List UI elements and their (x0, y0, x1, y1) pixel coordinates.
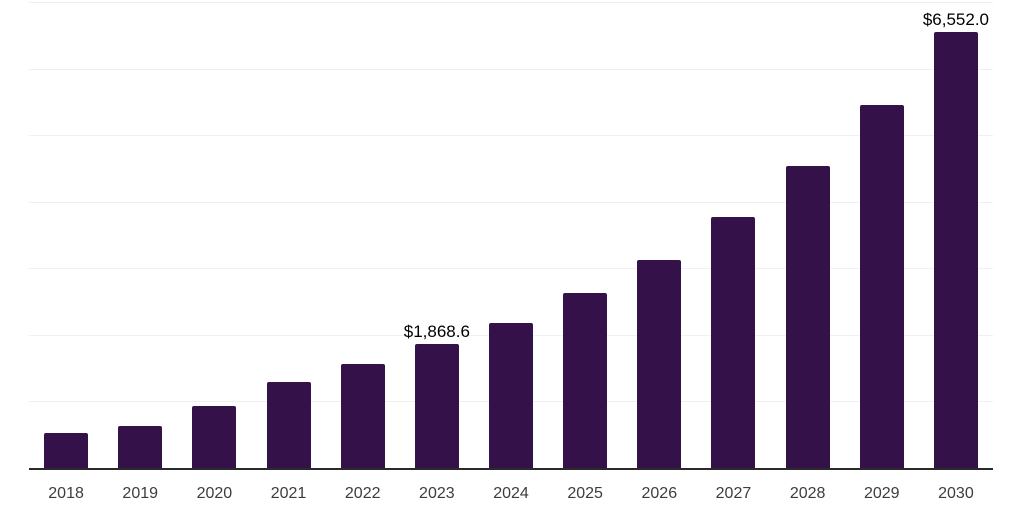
gridline-6000 (29, 68, 993, 70)
x-tick-label-2020: 2020 (196, 485, 233, 502)
value-label-2023: $1,868.6 (403, 321, 470, 341)
gridline-4000 (29, 201, 993, 203)
x-tick-label-2024: 2024 (493, 485, 529, 502)
bar-2019 (118, 426, 163, 468)
bar-2029 (859, 105, 904, 468)
bar-2025 (563, 292, 608, 468)
value-label-2030: $6,552.0 (922, 9, 990, 29)
bar-2024 (489, 322, 533, 468)
x-tick-label-2018: 2018 (48, 485, 84, 502)
bar-2021 (266, 382, 311, 468)
x-tick-label-2026: 2026 (641, 485, 678, 502)
bar-2026 (637, 259, 682, 468)
x-tick-label-2021: 2021 (270, 485, 307, 502)
x-tick-label-2022: 2022 (344, 485, 381, 502)
x-tick-label-2025: 2025 (567, 485, 603, 502)
gridline-7000 (29, 2, 993, 3)
bar-2023 (414, 343, 459, 468)
gridline-3000 (29, 268, 993, 270)
bar-2022 (340, 363, 385, 468)
x-tick-label-2019: 2019 (122, 485, 159, 502)
x-tick-label-2030: 2030 (938, 485, 974, 502)
bar-2027 (711, 217, 756, 468)
x-tick-label-2028: 2028 (789, 485, 826, 502)
plot-area: $1,868.6 $6,552.0 (29, 2, 993, 470)
bar-2020 (192, 406, 237, 468)
x-tick-label-2029: 2029 (863, 485, 900, 502)
bar-2028 (785, 166, 830, 468)
gridline-5000 (29, 135, 993, 137)
bar-2018 (44, 432, 89, 468)
bar-2030 (933, 31, 978, 468)
x-axis: 2018 2019 2020 2021 2022 2023 2024 2025 2026 2027… (29, 484, 993, 506)
x-tick-label-2027: 2027 (715, 485, 752, 502)
x-tick-label-2023: 2023 (419, 485, 455, 502)
